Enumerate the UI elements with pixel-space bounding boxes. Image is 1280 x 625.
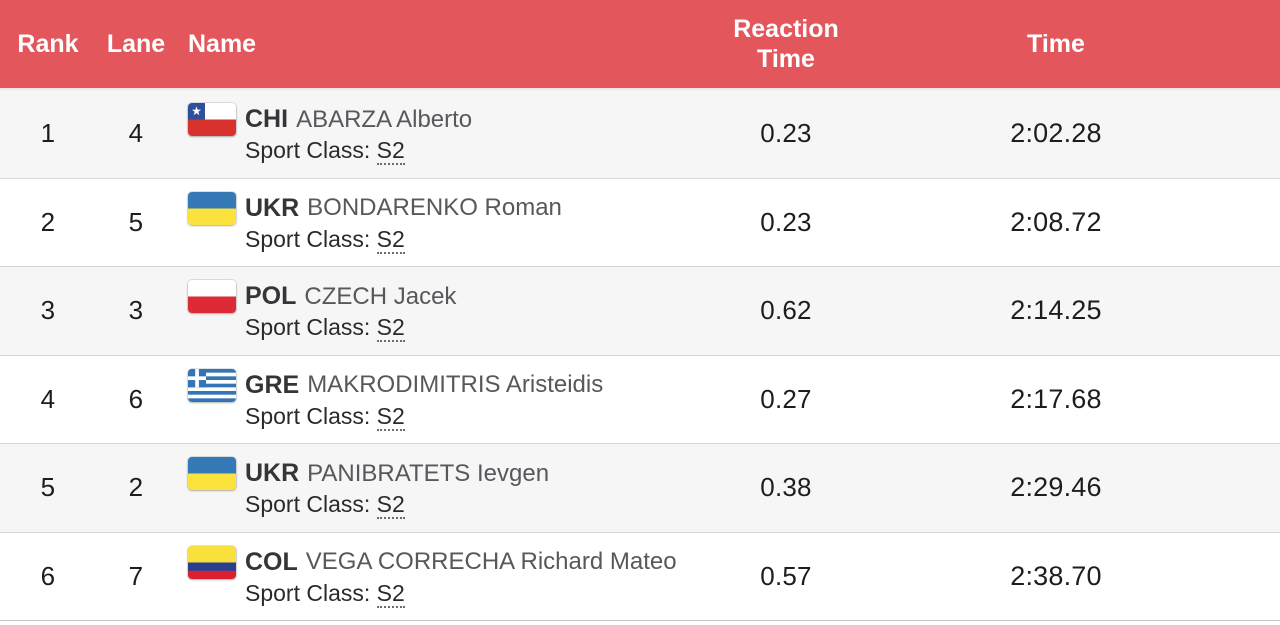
col-header-rank: Rank <box>17 29 79 58</box>
rank-cell: 6 <box>40 560 56 591</box>
reaction-time-cell: 0.23 <box>760 118 812 149</box>
sport-class-value[interactable]: S2 <box>376 314 405 343</box>
lane-cell: 6 <box>128 383 144 414</box>
lane-cell: 3 <box>128 295 144 326</box>
athlete-name: VEGA CORRECHA Richard Mateo <box>305 548 677 576</box>
table-body: 1 4 CHI ABARZA Alberto Sport Class: S2 0… <box>0 90 1280 621</box>
sport-class-label: Sport Class: <box>245 137 377 164</box>
table-row: 6 7 COL VEGA CORRECHA Richard Mateo Spor… <box>0 531 1280 620</box>
name-cell: COL VEGA CORRECHA Richard Mateo Sport Cl… <box>176 545 677 608</box>
name-cell: POL CZECH Jacek Sport Class: S2 <box>176 280 676 343</box>
col-header-name: Name <box>188 29 257 58</box>
sport-class-line: Sport Class: S2 <box>245 579 676 608</box>
sport-class-label: Sport Class: <box>245 579 377 606</box>
sport-class-value[interactable]: S2 <box>376 225 405 254</box>
name-cell: UKR PANIBRATETS Ievgen Sport Class: S2 <box>176 457 676 520</box>
sport-class-value[interactable]: S2 <box>376 137 405 166</box>
table-row: 4 6 GRE MAKRODIMITRIS Aristeidis Sport C… <box>0 354 1280 443</box>
reaction-time-cell: 0.38 <box>760 472 812 503</box>
sport-class-line: Sport Class: S2 <box>245 137 676 166</box>
lane-cell: 4 <box>128 118 144 149</box>
table-header: Rank Lane Name Reaction Time Time <box>0 0 1280 90</box>
col-header-lane: Lane <box>106 29 166 58</box>
sport-class-label: Sport Class: <box>245 491 377 518</box>
flag-col-icon <box>188 545 236 579</box>
athlete-name: CZECH Jacek <box>304 282 457 310</box>
reaction-time-cell: 0.62 <box>760 295 812 326</box>
sport-class-label: Sport Class: <box>245 225 377 252</box>
country-code: POL <box>245 282 297 311</box>
rank-cell: 3 <box>40 295 56 326</box>
sport-class-value[interactable]: S2 <box>376 491 405 520</box>
country-code: COL <box>245 547 298 576</box>
col-header-reaction-time: Reaction Time <box>733 14 839 74</box>
time-cell: 2:29.46 <box>1010 472 1102 503</box>
name-cell: GRE MAKRODIMITRIS Aristeidis Sport Class… <box>176 368 676 431</box>
time-cell: 2:17.68 <box>1010 383 1102 414</box>
sport-class-value[interactable]: S2 <box>376 402 405 431</box>
sport-class-label: Sport Class: <box>245 402 377 429</box>
time-cell: 2:02.28 <box>1010 118 1102 149</box>
table-row: 1 4 CHI ABARZA Alberto Sport Class: S2 0… <box>0 90 1280 178</box>
col-header-time: Time <box>1027 29 1085 58</box>
name-cell: UKR BONDARENKO Roman Sport Class: S2 <box>176 191 676 254</box>
sport-class-line: Sport Class: S2 <box>245 314 676 343</box>
sport-class-value[interactable]: S2 <box>376 579 405 608</box>
reaction-time-cell: 0.57 <box>760 560 812 591</box>
athlete-name: ABARZA Alberto <box>296 105 473 133</box>
reaction-time-cell: 0.27 <box>760 383 812 414</box>
sport-class-line: Sport Class: S2 <box>245 225 676 254</box>
table-row: 3 3 POL CZECH Jacek Sport Class: S2 0.62… <box>0 266 1280 355</box>
flag-ukr-icon <box>188 191 236 225</box>
country-code: UKR <box>245 193 300 222</box>
time-cell: 2:08.72 <box>1010 206 1102 237</box>
name-cell: CHI ABARZA Alberto Sport Class: S2 <box>176 103 676 166</box>
lane-cell: 2 <box>128 472 144 503</box>
country-code: CHI <box>245 105 289 134</box>
rank-cell: 2 <box>40 206 56 237</box>
sport-class-line: Sport Class: S2 <box>245 402 676 431</box>
sport-class-line: Sport Class: S2 <box>245 491 676 520</box>
table-row: 5 2 UKR PANIBRATETS Ievgen Sport Class: … <box>0 443 1280 532</box>
flag-ukr-icon <box>188 457 236 491</box>
athlete-name: MAKRODIMITRIS Aristeidis <box>307 371 604 399</box>
athlete-name: PANIBRATETS Ievgen <box>307 459 550 487</box>
country-code: GRE <box>245 370 300 399</box>
lane-cell: 5 <box>128 206 144 237</box>
rank-cell: 5 <box>40 472 56 503</box>
time-cell: 2:14.25 <box>1010 295 1102 326</box>
athlete-name: BONDARENKO Roman <box>307 194 562 222</box>
reaction-time-cell: 0.23 <box>760 206 812 237</box>
time-cell: 2:38.70 <box>1010 560 1102 591</box>
flag-pol-icon <box>188 280 236 314</box>
sport-class-label: Sport Class: <box>245 314 377 341</box>
rank-cell: 1 <box>40 118 56 149</box>
flag-chi-icon <box>188 103 236 137</box>
lane-cell: 7 <box>128 560 144 591</box>
flag-gre-icon <box>188 368 236 402</box>
country-code: UKR <box>245 459 300 488</box>
rank-cell: 4 <box>40 383 56 414</box>
table-row: 2 5 UKR BONDARENKO Roman Sport Class: S2… <box>0 177 1280 266</box>
